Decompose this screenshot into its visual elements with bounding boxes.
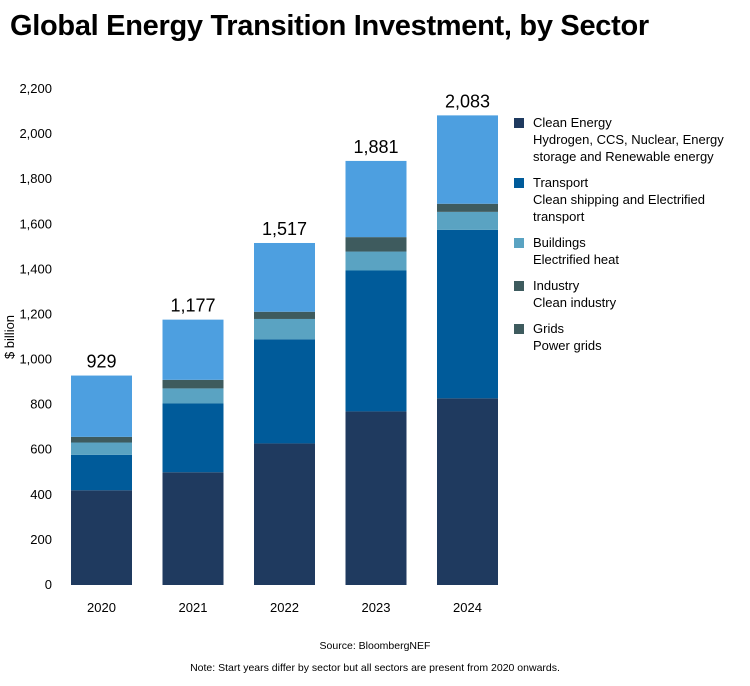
bar-segment-grids (71, 375, 132, 437)
bar-segment-buildings (345, 251, 407, 271)
bar-segment-transport (345, 270, 407, 412)
y-tick-label: 400 (30, 487, 52, 502)
chart-title: Global Energy Transition Investment, by … (10, 10, 649, 42)
legend-label: Buildings (533, 235, 586, 250)
bar-segment-buildings (162, 388, 224, 404)
y-tick-label: 600 (30, 442, 52, 457)
legend-item: Grids Power grids (514, 320, 750, 354)
footnote: Note: Start years differ by sector but a… (190, 662, 560, 674)
bar-segment-industry (345, 237, 407, 252)
bar-segment-clean-energy (345, 411, 407, 585)
legend-label: Clean Energy (533, 115, 612, 130)
legend-swatch (514, 238, 524, 248)
bar-segment-transport (437, 229, 498, 399)
bar-total-label: 1,517 (262, 219, 307, 239)
legend-swatch (514, 281, 524, 291)
y-tick-label: 1,400 (19, 261, 52, 276)
y-tick-label: 0 (45, 577, 52, 592)
legend-label: Transport (533, 175, 589, 190)
legend-item: Clean Energy Hydrogen, CCS, Nuclear, Ener… (514, 114, 750, 165)
bar-total-label: 1,177 (170, 296, 215, 316)
legend-swatch (514, 118, 524, 128)
legend-text: Transport Clean shipping and Electrified … (533, 174, 750, 225)
y-tick-label: 1,000 (19, 352, 52, 367)
legend-text: Buildings Electrified heat (533, 234, 619, 268)
y-tick-label: 200 (30, 532, 52, 547)
legend-item: Transport Clean shipping and Electrified … (514, 174, 750, 225)
legend-text: Grids Power grids (533, 320, 602, 354)
bar-segment-industry (437, 203, 498, 212)
x-tick-label: 2024 (453, 600, 482, 615)
bar-segment-industry (162, 379, 224, 389)
source-note: Source: BloombergNEF (319, 640, 431, 652)
x-tick-label: 2023 (362, 600, 391, 615)
legend-sublabel: Hydrogen, CCS, Nuclear, Energy storage a… (533, 132, 724, 164)
bar-total-label: 929 (86, 352, 116, 372)
y-tick-label: 1,600 (19, 216, 52, 231)
legend-sublabel: Electrified heat (533, 252, 619, 267)
y-tick-label: 1,200 (19, 306, 52, 321)
legend-swatch (514, 324, 524, 334)
y-tick-label: 1,800 (19, 171, 52, 186)
legend-text: Clean Energy Hydrogen, CCS, Nuclear, Ener… (533, 114, 750, 165)
bar-segment-grids (345, 160, 407, 238)
legend-sublabel: Clean industry (533, 295, 617, 310)
legend-item: Buildings Electrified heat (514, 234, 750, 268)
y-tick-label: 2,200 (19, 81, 52, 96)
bar-segment-transport (162, 403, 224, 473)
legend-sublabel: Clean shipping and Electrified transport (533, 192, 705, 224)
bar-segment-clean-energy (254, 443, 315, 585)
bar-segment-clean-energy (71, 490, 132, 585)
bar-segment-clean-energy (437, 398, 498, 585)
legend-sublabel: Power grids (533, 338, 602, 353)
x-tick-label: 2021 (179, 600, 208, 615)
bar-segment-buildings (437, 211, 498, 230)
bar-segment-grids (162, 319, 224, 380)
bar-segment-transport (254, 339, 315, 444)
bar-segment-buildings (254, 318, 315, 340)
legend-item: Industry Clean industry (514, 277, 750, 311)
legend-swatch (514, 178, 524, 188)
bar-segment-transport (71, 454, 132, 491)
bar-segment-clean-energy (162, 472, 224, 585)
legend-label: Grids (533, 321, 565, 336)
legend-label: Industry (533, 278, 580, 293)
x-tick-label: 2022 (270, 600, 299, 615)
y-tick-label: 2,000 (19, 126, 52, 141)
x-tick-label: 2020 (87, 600, 116, 615)
bar-total-label: 1,881 (353, 137, 398, 157)
bar-segment-industry (71, 436, 132, 443)
bar-segment-grids (437, 115, 498, 204)
bar-segment-buildings (71, 442, 132, 455)
legend: Clean Energy Hydrogen, CCS, Nuclear, Ener… (514, 114, 750, 363)
bar-segment-industry (254, 311, 315, 319)
legend-text: Industry Clean industry (533, 277, 616, 311)
y-tick-label: 800 (30, 397, 52, 412)
bar-segment-grids (254, 242, 315, 312)
bar-total-label: 2,083 (445, 91, 490, 111)
y-axis-label: $ billion (2, 315, 17, 359)
